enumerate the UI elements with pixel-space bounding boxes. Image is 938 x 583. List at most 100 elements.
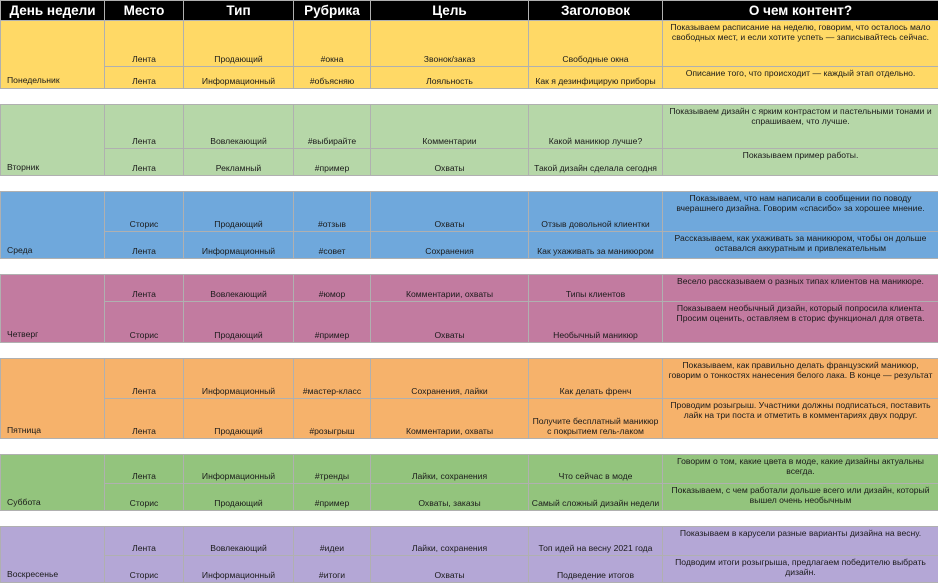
goal-cell: Звонок/заказ: [371, 21, 529, 67]
header-row: День недели Место Тип Рубрика Цель Загол…: [1, 1, 938, 21]
spacer-row: [1, 511, 938, 527]
place-cell: Лента: [105, 455, 184, 484]
place-cell: Лента: [105, 527, 184, 556]
place-cell: Сторис: [105, 302, 184, 343]
type-cell: Вовлекающий: [184, 527, 294, 556]
title-cell: Необычный маникюр: [529, 302, 663, 343]
goal-cell: Комментарии: [371, 105, 529, 149]
content-cell: Показываем в карусели разные варианты ди…: [663, 527, 938, 556]
place-cell: Сторис: [105, 192, 184, 232]
content-cell: Описание того, что происходит — каждый э…: [663, 67, 938, 89]
spacer-row: [1, 259, 938, 275]
content-cell: Рассказываем, как ухаживать за маникюром…: [663, 232, 938, 259]
type-cell: Информационный: [184, 359, 294, 399]
place-cell: Лента: [105, 399, 184, 439]
title-cell: Как делать френч: [529, 359, 663, 399]
header-title: Заголовок: [529, 1, 663, 21]
place-cell: Лента: [105, 359, 184, 399]
spacer-cell: [1, 439, 938, 455]
content-cell: Весело рассказываем о разных типах клиен…: [663, 275, 938, 302]
content-cell: Показываем дизайн с ярким контрастом и п…: [663, 105, 938, 149]
title-cell: Что сейчас в моде: [529, 455, 663, 484]
type-cell: Вовлекающий: [184, 105, 294, 149]
goal-cell: Комментарии, охваты: [371, 399, 529, 439]
title-cell: Как ухаживать за маникюром: [529, 232, 663, 259]
place-cell: Сторис: [105, 484, 184, 511]
place-cell: Лента: [105, 67, 184, 89]
content-cell: Показываем необычный дизайн, который поп…: [663, 302, 938, 343]
rubric-cell: #окна: [294, 21, 371, 67]
day-cell: Четверг: [1, 275, 105, 343]
content-cell: Показываем, как правильно делать француз…: [663, 359, 938, 399]
spacer-row: [1, 343, 938, 359]
spacer-cell: [1, 176, 938, 192]
rubric-cell: #объясняю: [294, 67, 371, 89]
type-cell: Информационный: [184, 67, 294, 89]
rubric-cell: #пример: [294, 149, 371, 176]
rubric-cell: #выбирайте: [294, 105, 371, 149]
goal-cell: Лояльность: [371, 67, 529, 89]
content-cell: Проводим розыгрыш. Участники должны подп…: [663, 399, 938, 439]
spacer-row: [1, 89, 938, 105]
goal-cell: Комментарии, охваты: [371, 275, 529, 302]
day-cell: Среда: [1, 192, 105, 259]
goal-cell: Охваты: [371, 302, 529, 343]
place-cell: Лента: [105, 105, 184, 149]
content-cell: Говорим о том, какие цвета в моде, какие…: [663, 455, 938, 484]
goal-cell: Лайки, сохранения: [371, 527, 529, 556]
title-cell: Типы клиентов: [529, 275, 663, 302]
type-cell: Рекламный: [184, 149, 294, 176]
title-cell: Свободные окна: [529, 21, 663, 67]
title-cell: Отзыв довольной клиентки: [529, 192, 663, 232]
header-place: Место: [105, 1, 184, 21]
place-cell: Лента: [105, 232, 184, 259]
goal-cell: Охваты: [371, 149, 529, 176]
goal-cell: Охваты: [371, 556, 529, 583]
rubric-cell: #отзыв: [294, 192, 371, 232]
place-cell: Лента: [105, 21, 184, 67]
place-cell: Сторис: [105, 556, 184, 583]
content-cell: Показываем, с чем работали дольше всего …: [663, 484, 938, 511]
content-cell: Показываем, что нам написали в сообщении…: [663, 192, 938, 232]
day-cell: Вторник: [1, 105, 105, 176]
goal-cell: Лайки, сохранения: [371, 455, 529, 484]
rubric-cell: #пример: [294, 302, 371, 343]
rubric-cell: #мастер-класс: [294, 359, 371, 399]
content-cell: Подводим итоги розыгрыша, предлагаем поб…: [663, 556, 938, 583]
rubric-cell: #совет: [294, 232, 371, 259]
goal-cell: Охваты, заказы: [371, 484, 529, 511]
rubric-cell: #итоги: [294, 556, 371, 583]
header-goal: Цель: [371, 1, 529, 21]
day-cell: Пятница: [1, 359, 105, 439]
title-cell: Самый сложный дизайн недели: [529, 484, 663, 511]
type-cell: Продающий: [184, 302, 294, 343]
spacer-cell: [1, 511, 938, 527]
spacer-row: [1, 439, 938, 455]
spacer-row: [1, 176, 938, 192]
goal-cell: Сохранения: [371, 232, 529, 259]
content-cell: Показываем пример работы.: [663, 149, 938, 176]
title-cell: Как я дезинфицирую приборы: [529, 67, 663, 89]
title-cell: Подведение итогов: [529, 556, 663, 583]
day-cell: Воскресенье: [1, 527, 105, 583]
type-cell: Продающий: [184, 399, 294, 439]
type-cell: Продающий: [184, 484, 294, 511]
place-cell: Лента: [105, 149, 184, 176]
content-cell: Показываем расписание на неделю, говорим…: [663, 21, 938, 67]
title-cell: Какой маникюр лучше?: [529, 105, 663, 149]
header-type: Тип: [184, 1, 294, 21]
title-cell: Такой дизайн сделала сегодня: [529, 149, 663, 176]
